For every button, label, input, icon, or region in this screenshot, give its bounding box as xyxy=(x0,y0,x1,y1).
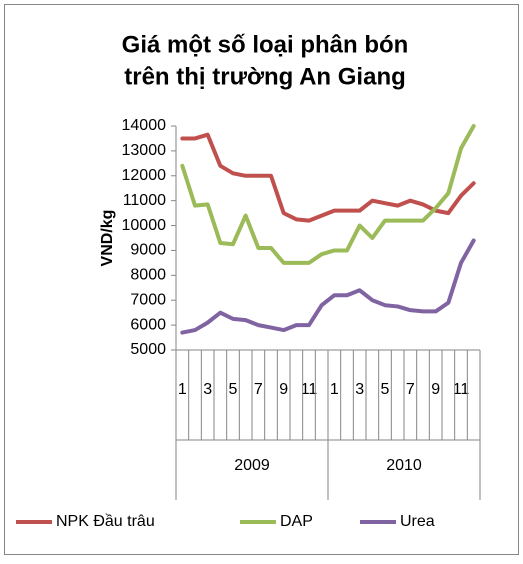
series-line xyxy=(180,124,476,265)
x-group-label: 2009 xyxy=(234,457,270,474)
chart-border xyxy=(4,4,519,555)
x-tick-label: 1 xyxy=(178,381,187,398)
series-line xyxy=(180,238,476,335)
y-tick-label: 6000 xyxy=(130,316,166,333)
y-tick-label: 12000 xyxy=(122,167,167,184)
x-group-label: 2010 xyxy=(386,457,422,474)
y-tick-label: 7000 xyxy=(130,291,166,308)
y-tick-label: 13000 xyxy=(122,142,167,159)
x-tick-label: 7 xyxy=(254,381,263,398)
y-tick-label: 9000 xyxy=(130,242,166,259)
x-tick-label: 5 xyxy=(229,381,238,398)
y-tick-label: 10000 xyxy=(122,217,167,234)
chart-title: Giá một số loại phân bón xyxy=(122,31,409,58)
x-tick-label: 9 xyxy=(431,381,440,398)
legend-label: NPK Đầu trâu xyxy=(56,513,155,530)
x-tick-label: 3 xyxy=(355,381,364,398)
series-line xyxy=(180,132,476,223)
x-tick-label: 1 xyxy=(330,381,339,398)
y-tick-label: 11000 xyxy=(123,192,166,209)
x-tick-label: 11 xyxy=(301,381,318,398)
legend-label: Urea xyxy=(400,513,435,530)
x-tick-label: 11 xyxy=(453,381,470,398)
y-tick-label: 8000 xyxy=(130,267,166,284)
x-tick-label: 5 xyxy=(381,381,390,398)
legend-label: DAP xyxy=(280,513,313,530)
y-tick-label: 5000 xyxy=(130,341,166,358)
y-tick-label: 14000 xyxy=(122,117,167,134)
x-tick-label: 3 xyxy=(203,381,212,398)
x-tick-label: 7 xyxy=(406,381,415,398)
x-tick-label: 9 xyxy=(279,381,288,398)
chart-title: trên thị trường An Giang xyxy=(124,63,406,90)
y-axis-label: VND/kg xyxy=(99,210,116,267)
